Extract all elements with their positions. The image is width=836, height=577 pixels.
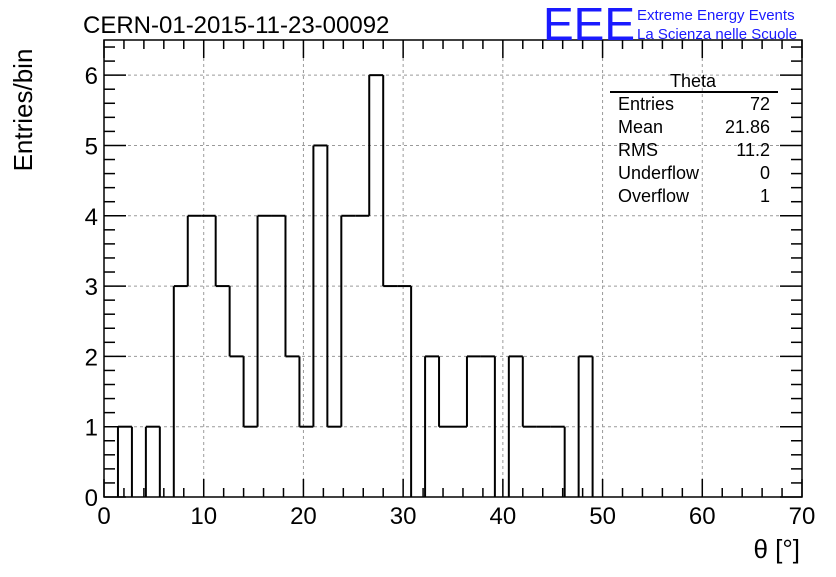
stats-value-entries: 72 (750, 94, 770, 114)
y-tick-label: 2 (85, 344, 98, 371)
stats-box: Theta Entries 72 Mean 21.86 RMS 11.2 Und… (610, 71, 778, 206)
eee-logo: EEE (543, 0, 635, 50)
stats-label-overflow: Overflow (618, 186, 690, 206)
y-tick-label: 0 (85, 485, 98, 512)
y-tick-label: 6 (85, 63, 98, 90)
stats-value-underflow: 0 (760, 163, 770, 183)
y-tick-label: 4 (85, 204, 98, 231)
y-tick-label: 5 (85, 133, 98, 160)
stats-label-entries: Entries (618, 94, 674, 114)
y-axis-label: Entries/bin (8, 49, 38, 172)
stats-value-overflow: 1 (760, 186, 770, 206)
stats-label-mean: Mean (618, 117, 663, 137)
stats-title: Theta (670, 71, 717, 91)
y-tick-label: 1 (85, 415, 98, 442)
logo-line-2: La Scienza nelle Scuole (637, 26, 797, 43)
x-tick-label: 0 (97, 503, 110, 530)
plot-frame (103, 39, 803, 498)
y-tick-label: 3 (85, 274, 98, 301)
stats-value-rms: 11.2 (736, 140, 770, 160)
stats-label-rms: RMS (618, 140, 658, 160)
x-tick-label: 70 (789, 503, 816, 530)
x-tick-label: 60 (689, 503, 716, 530)
x-tick-label: 10 (190, 503, 217, 530)
run-title: CERN-01-2015-11-23-00092 (83, 12, 389, 39)
x-tick-label: 40 (490, 503, 517, 530)
logo-line-1: Extreme Energy Events (637, 7, 795, 24)
grid-lines (104, 40, 802, 497)
stats-label-underflow: Underflow (618, 163, 700, 183)
x-tick-label: 50 (589, 503, 616, 530)
x-axis-label: θ [°] (753, 534, 800, 564)
stats-value-mean: 21.86 (725, 117, 770, 137)
histogram-bars (116, 74, 594, 497)
x-tick-label: 30 (390, 503, 417, 530)
axis-ticks (103, 40, 803, 498)
x-tick-label: 20 (290, 503, 317, 530)
